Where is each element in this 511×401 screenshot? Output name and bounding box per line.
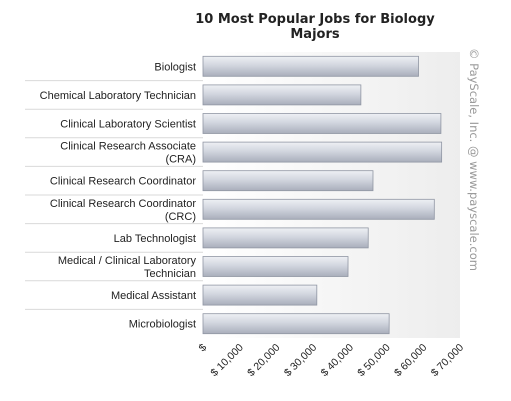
x-tick-label: $ 70,000: [429, 342, 466, 379]
category-label: Lab Technologist: [114, 233, 196, 245]
bar: [202, 141, 443, 163]
category-label: Biologist: [154, 61, 196, 73]
category-label: Microbiologist: [129, 319, 196, 331]
bar: [202, 256, 349, 277]
category-label: Medical Assistant: [111, 290, 196, 302]
x-tick-label: $ 20,000: [245, 342, 282, 379]
x-tick-label: $ 60,000: [392, 342, 429, 379]
bar: [202, 170, 374, 192]
category-label: Clinical Research Coordinator: [50, 176, 196, 188]
bar: [202, 313, 390, 335]
x-tick-label: $ 40,000: [319, 342, 356, 379]
x-tick-label: $ 10,000: [208, 342, 245, 379]
bar: [202, 198, 435, 220]
x-tick-label: $ 30,000: [282, 342, 319, 379]
bar: [202, 84, 362, 106]
x-tick-label: $: [197, 342, 210, 355]
bar: [202, 113, 442, 134]
bar: [202, 284, 318, 306]
chart-title: 10 Most Popular Jobs for Biology Majors: [195, 12, 435, 42]
category-label: Chemical Laboratory Technician: [40, 90, 196, 102]
bar: [202, 55, 419, 77]
copyright-text: © PayScale, Inc. @ www.payscale.com: [467, 48, 481, 271]
x-tick-label: $ 50,000: [355, 342, 392, 379]
copyright-watermark: © PayScale, Inc. @ www.payscale.com: [467, 48, 484, 278]
category-label: Medical / Clinical Laboratory Technician: [58, 255, 197, 280]
category-label: Clinical Laboratory Scientist: [60, 119, 196, 131]
category-label: Clinical Research Associate (CRA): [60, 141, 196, 166]
bar: [202, 227, 369, 249]
category-label: Clinical Research Coordinator (CRC): [50, 198, 196, 223]
